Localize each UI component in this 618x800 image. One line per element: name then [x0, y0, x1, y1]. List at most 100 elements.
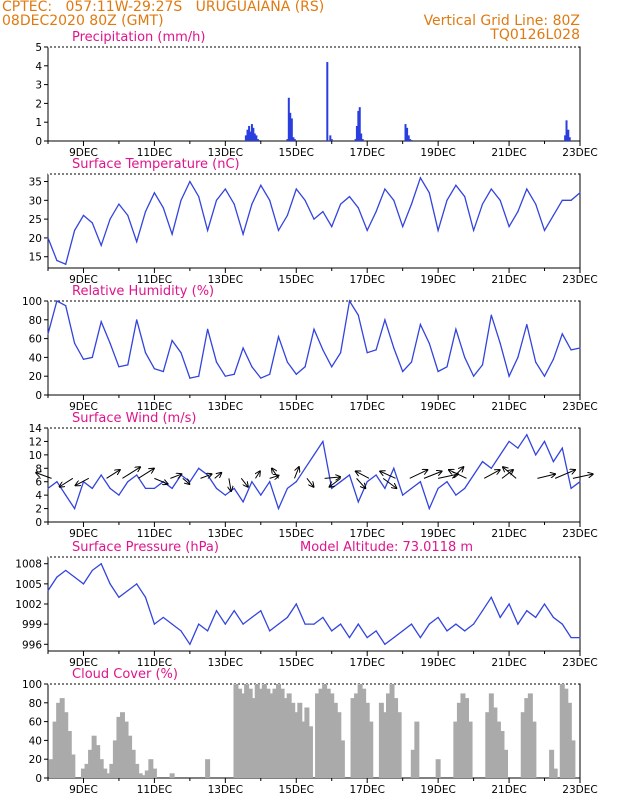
bar [527, 693, 533, 778]
x-tick-label: 13DEC [208, 528, 243, 540]
x-tick-label: 21DEC [491, 657, 526, 669]
data-point [91, 222, 93, 224]
data-point [286, 214, 288, 216]
bar [272, 688, 278, 778]
data-point [473, 474, 475, 476]
data-point [277, 507, 280, 510]
data-point [251, 366, 253, 368]
bar [283, 698, 289, 778]
data-point [215, 610, 218, 612]
data-point [269, 373, 271, 375]
data-point [162, 370, 164, 373]
data-point [65, 305, 67, 307]
data-point [100, 474, 102, 476]
data-point [74, 507, 76, 510]
bar [300, 721, 306, 778]
x-tick-label: 23DEC [562, 274, 597, 286]
panel-6: Cloud Cover (%) 0 20 40 60 80 100 9DEC 11DEC 13DE… [22, 667, 598, 796]
bar [350, 698, 356, 778]
data-point [375, 211, 377, 213]
data-point [384, 319, 386, 321]
data-point [313, 454, 315, 456]
y-tick-label: 2 [35, 504, 42, 516]
data-point [251, 203, 253, 205]
y-tick-label: 0 [35, 136, 42, 148]
data-point [357, 207, 359, 209]
x-tick-label: 13DEC [208, 274, 243, 286]
bar [330, 139, 333, 141]
data-point [366, 636, 368, 639]
data-point [144, 352, 147, 354]
bar [453, 721, 459, 778]
data-point [162, 616, 164, 619]
data-point [233, 203, 235, 205]
data-point [100, 321, 102, 323]
data-point [561, 199, 563, 201]
wind-arrow [503, 467, 517, 479]
y-tick-label: 5 [35, 42, 42, 54]
data-point [473, 623, 475, 625]
data-point [393, 199, 395, 201]
bar [49, 759, 55, 778]
data-point [517, 211, 519, 213]
data-point [56, 481, 58, 483]
data-point [224, 188, 226, 190]
bar [322, 684, 328, 778]
data-point [56, 259, 58, 262]
bar [357, 110, 360, 141]
panel-frame [47, 46, 581, 142]
data-point [171, 623, 173, 625]
data-point [464, 487, 466, 490]
bar [249, 131, 252, 141]
data-point [109, 487, 111, 490]
wind-arrow [214, 473, 222, 479]
bar [130, 749, 136, 778]
data-point [153, 623, 155, 625]
wind-arrow [154, 477, 167, 484]
bar [360, 133, 363, 141]
x-tick-label: 11DEC [137, 274, 172, 286]
y-tick-label: 30 [29, 195, 42, 207]
wind-arrow [122, 467, 140, 479]
data-point [171, 487, 173, 490]
data-point [517, 623, 519, 625]
y-tick-label: 996 [22, 639, 42, 651]
x-tick-label: 21DEC [491, 784, 526, 796]
bar [292, 137, 295, 141]
bar [144, 770, 150, 778]
bar [404, 124, 407, 141]
data-point [322, 616, 324, 619]
data-point [437, 487, 439, 490]
x-tick-label: 15DEC [279, 401, 314, 413]
data-point [233, 487, 235, 490]
data-point [455, 328, 457, 330]
data-point [535, 454, 537, 456]
data-point [82, 583, 85, 585]
wind-arrow [356, 478, 366, 488]
data-point [481, 203, 484, 205]
data-point [269, 199, 271, 201]
wind-arrow [272, 469, 279, 479]
data-point [136, 474, 138, 476]
data-point [189, 643, 191, 645]
bar [520, 712, 526, 778]
bar [253, 133, 256, 141]
wind-arrow [229, 478, 231, 491]
bar [559, 684, 565, 778]
y-tick-label: 20 [29, 371, 42, 383]
y-tick-label: 15 [29, 252, 42, 264]
bar [549, 749, 555, 778]
data-point [428, 342, 430, 344]
data-point [552, 214, 555, 216]
data-point [419, 177, 421, 179]
bar [368, 721, 374, 778]
bar [255, 135, 258, 141]
data-point [304, 623, 306, 625]
series-line [47, 562, 580, 646]
bar [116, 716, 122, 778]
data-point [508, 375, 510, 377]
data-point [260, 377, 262, 379]
wind-arrow [182, 477, 190, 484]
data-point [570, 636, 572, 639]
bar [95, 745, 101, 778]
